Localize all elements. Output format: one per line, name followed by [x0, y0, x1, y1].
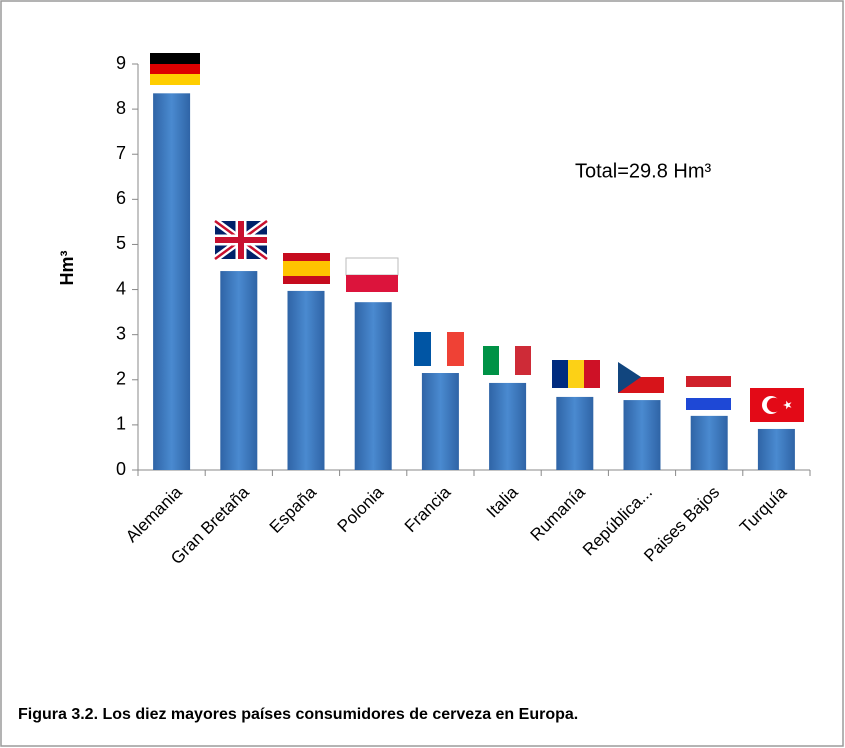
- x-tick-label: Polonia: [334, 482, 388, 536]
- x-tick-label: Alemania: [122, 482, 186, 546]
- flag-netherlands: [686, 376, 731, 410]
- bar: [220, 271, 258, 470]
- bar: [354, 302, 392, 470]
- caption: Figura 3.2. Los diez mayores países cons…: [18, 706, 578, 723]
- flag-france: [414, 332, 464, 366]
- x-tick-label: Turquía: [736, 482, 791, 537]
- y-tick-label: 8: [116, 98, 126, 118]
- bar: [556, 396, 594, 470]
- flag-germany: [150, 53, 200, 85]
- y-tick-label: 7: [116, 143, 126, 163]
- annotation: Total=29.8 Hm³: [575, 160, 712, 182]
- y-tick-label: 6: [116, 188, 126, 208]
- y-tick-label: 9: [116, 53, 126, 73]
- bar: [690, 415, 728, 470]
- flag-czech: [618, 362, 664, 393]
- y-tick-label: 5: [116, 233, 126, 253]
- y-tick-label: 1: [116, 414, 126, 434]
- y-tick-label: 3: [116, 323, 126, 343]
- x-tick-label: Rumanía: [527, 482, 590, 545]
- x-tick-label: Francia: [401, 482, 455, 536]
- bar: [421, 373, 459, 470]
- flag-romania: [552, 360, 600, 388]
- x-tick-label: España: [266, 482, 321, 537]
- y-tick-label: 2: [116, 369, 126, 389]
- bar: [287, 290, 325, 470]
- flag-spain: [283, 253, 330, 284]
- flag-italy: [483, 346, 531, 375]
- flag-turkey: [750, 388, 804, 422]
- flags: [150, 53, 804, 422]
- x-tick-label: Italia: [483, 482, 522, 521]
- y-axis-label: Hm³: [57, 250, 77, 285]
- bar: [623, 400, 661, 470]
- flag-uk: [212, 218, 270, 262]
- y-tick-label: 0: [116, 459, 126, 479]
- bar: [757, 428, 795, 470]
- y-tick-label: 4: [116, 278, 126, 298]
- flag-poland: [345, 257, 399, 292]
- bar: [489, 382, 527, 470]
- bar: [153, 93, 191, 471]
